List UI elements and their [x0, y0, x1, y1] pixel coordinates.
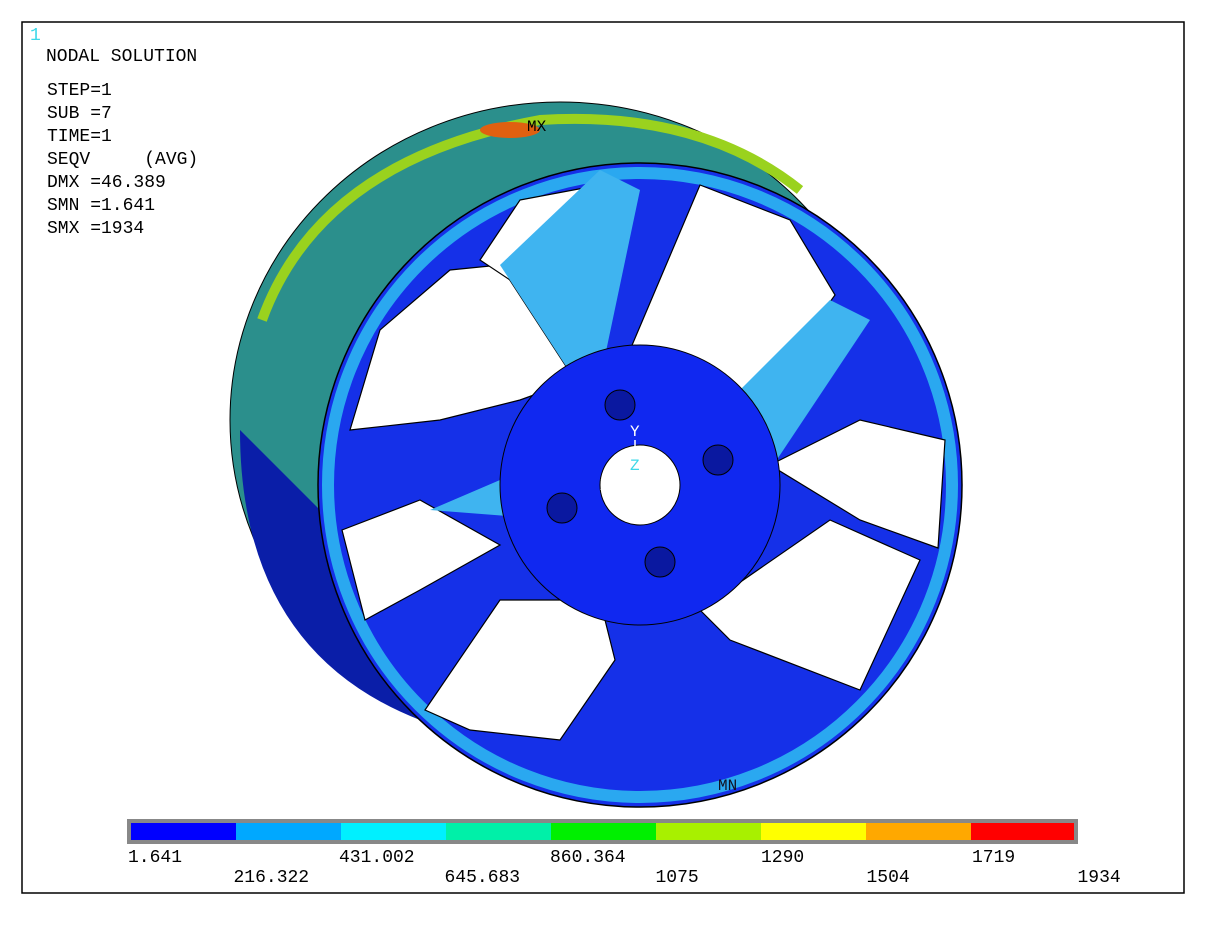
- triad-z-label: Z: [630, 457, 640, 475]
- max-marker: MX: [527, 118, 547, 136]
- info-line: SMN =1.641: [47, 196, 155, 216]
- legend-label: 216.322: [234, 868, 310, 888]
- legend-swatch: [131, 823, 236, 840]
- legend-label: 1934: [1078, 868, 1121, 888]
- legend-swatch: [866, 823, 971, 840]
- info-line: DMX =46.389: [47, 173, 166, 193]
- bolt-hole: [546, 492, 578, 524]
- bolt-hole: [604, 389, 636, 421]
- title: NODAL SOLUTION: [46, 47, 197, 67]
- legend-label: 1.641: [128, 848, 182, 868]
- bolt-holes: [546, 389, 734, 578]
- info-line: SEQV (AVG): [47, 150, 198, 170]
- legend-label: 1075: [656, 868, 699, 888]
- rim-edge: [257, 113, 804, 322]
- window: [341, 499, 502, 621]
- spoke: [500, 170, 640, 380]
- legend-swatch: [656, 823, 761, 840]
- min-marker: MN: [718, 777, 737, 795]
- legend-swatch: [341, 823, 446, 840]
- info-line: STEP=1: [47, 81, 112, 101]
- legend-label: 645.683: [445, 868, 521, 888]
- info-line: TIME=1: [47, 127, 112, 147]
- legend-label: 1719: [972, 848, 1015, 868]
- legend-label: 1290: [761, 848, 804, 868]
- legend-swatch: [236, 823, 341, 840]
- window: [699, 519, 921, 691]
- legend-swatch: [551, 823, 656, 840]
- info-line: SUB =7: [47, 104, 112, 124]
- info-line: SMX =1934: [47, 219, 144, 239]
- bolt-hole: [644, 546, 676, 578]
- triad-x-label: X: [600, 477, 610, 495]
- legend-label: 860.364: [550, 848, 626, 868]
- legend-swatch: [761, 823, 866, 840]
- window: [768, 419, 946, 549]
- window: [424, 599, 616, 741]
- wheel: MX MN: [229, 101, 963, 808]
- triad: Y Z X: [600, 423, 640, 496]
- legend-swatch: [446, 823, 551, 840]
- triad-x: [604, 479, 636, 496]
- hotspot: [480, 122, 540, 138]
- legend-label: 431.002: [339, 848, 415, 868]
- rim-lip: [322, 167, 958, 803]
- center-bore: [599, 444, 681, 526]
- legend-label: 1504: [867, 868, 910, 888]
- window-number: 1: [30, 26, 41, 46]
- legend-bar: [127, 819, 1078, 844]
- triad-y-label: Y: [630, 423, 640, 441]
- legend-swatch: [971, 823, 1074, 840]
- bolt-hole: [702, 444, 734, 476]
